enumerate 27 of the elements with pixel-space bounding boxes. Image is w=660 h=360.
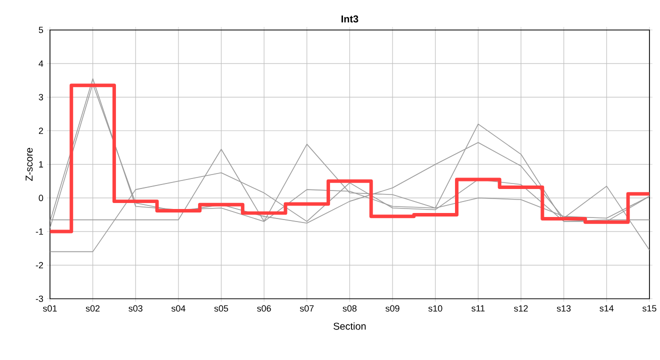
- x-tick-label: s03: [128, 305, 142, 312]
- y-tick-label: 0: [38, 194, 44, 202]
- y-tick-label: 1: [39, 161, 44, 168]
- y-tick-label: 2: [38, 128, 43, 134]
- x-tick-label: s08: [342, 305, 357, 312]
- x-tick-label: s06: [257, 305, 271, 312]
- x-tick-label: s13: [556, 305, 571, 312]
- y-tick-label: -3: [36, 296, 44, 302]
- x-tick-label: s09: [386, 305, 400, 312]
- x-tick-label: s04: [171, 305, 186, 312]
- y-tick-label: 3: [38, 94, 44, 100]
- x-tick-label: s15: [642, 305, 656, 312]
- x-tick-label: s12: [514, 305, 528, 312]
- y-tick-label: -1: [36, 228, 44, 235]
- x-tick-label: s07: [300, 305, 314, 312]
- y-tick-label: 4: [38, 60, 44, 67]
- x-tick-label: s05: [214, 305, 228, 312]
- x-tick-label: s01: [42, 305, 57, 312]
- y-tick-label: 5: [38, 27, 44, 34]
- x-tick-label: s02: [86, 305, 100, 312]
- x-tick-label: s14: [600, 305, 614, 312]
- x-axis-title: Section: [334, 322, 366, 330]
- chart-title: Int3: [342, 16, 358, 23]
- x-tick-label: s11: [472, 305, 485, 312]
- y-axis-title: Z-score: [26, 148, 33, 182]
- y-tick-label: -2: [36, 262, 43, 268]
- x-tick-label: s10: [428, 305, 442, 312]
